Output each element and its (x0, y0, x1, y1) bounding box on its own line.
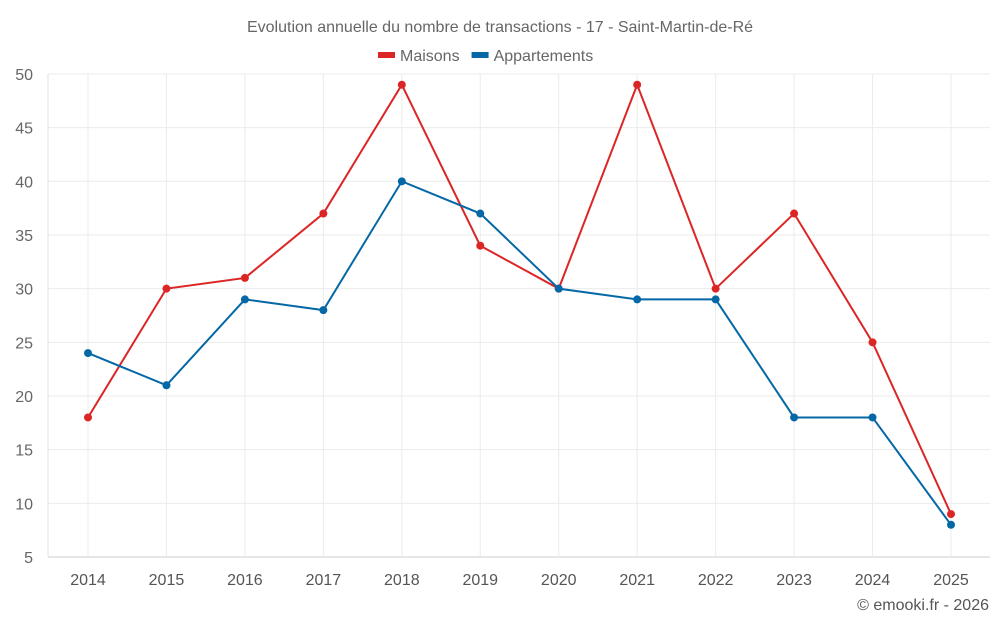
data-point-maisons[interactable] (868, 338, 877, 347)
data-point-appartements[interactable] (240, 295, 249, 304)
data-point-maisons[interactable] (790, 209, 799, 218)
y-tick-label: 50 (15, 67, 33, 84)
legend-label: Appartements (494, 48, 594, 65)
y-tick-label: 25 (15, 335, 33, 352)
legend-swatch (378, 52, 395, 58)
x-tick-label: 2014 (70, 572, 106, 589)
data-point-appartements[interactable] (868, 413, 877, 422)
x-tick-label: 2015 (149, 572, 185, 589)
legend-item-appartements[interactable]: Appartements (471, 48, 594, 65)
y-tick-label: 5 (24, 550, 33, 567)
credit-text: © emooki.fr - 2026 (857, 597, 989, 614)
data-point-appartements[interactable] (319, 306, 328, 315)
data-point-appartements[interactable] (162, 381, 171, 390)
x-tick-label: 2023 (776, 572, 812, 589)
y-tick-label: 35 (15, 228, 33, 245)
y-tick-label: 10 (15, 496, 33, 513)
data-point-maisons[interactable] (633, 80, 642, 89)
x-tick-label: 2022 (698, 572, 734, 589)
y-tick-label: 30 (15, 282, 33, 299)
data-point-maisons[interactable] (397, 80, 406, 89)
data-point-appartements[interactable] (790, 413, 799, 422)
x-tick-label: 2017 (306, 572, 342, 589)
series-line-maisons (87, 81, 952, 515)
x-tick-label: 2018 (384, 572, 420, 589)
data-point-maisons[interactable] (84, 413, 92, 422)
x-tick-label: 2020 (541, 572, 577, 589)
y-tick-label: 15 (15, 443, 33, 460)
data-point-appartements[interactable] (84, 349, 92, 358)
x-tick-label: 2016 (227, 572, 263, 589)
legend-item-maisons[interactable]: Maisons (378, 48, 460, 65)
y-tick-label: 20 (15, 389, 33, 406)
legend-label: Maisons (400, 48, 460, 65)
y-tick-label: 40 (15, 174, 33, 191)
x-tick-label: 2025 (933, 572, 969, 589)
data-point-appartements[interactable] (554, 284, 563, 293)
data-point-appartements[interactable] (476, 209, 485, 218)
data-point-maisons[interactable] (240, 273, 249, 282)
data-point-maisons[interactable] (947, 510, 955, 519)
data-point-appartements[interactable] (711, 295, 720, 304)
data-point-maisons[interactable] (711, 284, 720, 293)
data-point-maisons[interactable] (476, 241, 485, 250)
chart-title: Evolution annuelle du nombre de transact… (247, 19, 753, 36)
x-tick-label: 2021 (619, 572, 655, 589)
data-point-appartements[interactable] (633, 295, 642, 304)
legend-swatch (471, 52, 489, 58)
data-point-appartements[interactable] (397, 177, 406, 186)
x-tick-label: 2024 (855, 572, 891, 589)
data-point-appartements[interactable] (947, 520, 955, 529)
data-point-maisons[interactable] (319, 209, 328, 218)
data-point-maisons[interactable] (162, 284, 171, 293)
y-tick-label: 45 (15, 121, 33, 138)
series-line-appartements (87, 180, 952, 526)
x-tick-label: 2019 (462, 572, 498, 589)
